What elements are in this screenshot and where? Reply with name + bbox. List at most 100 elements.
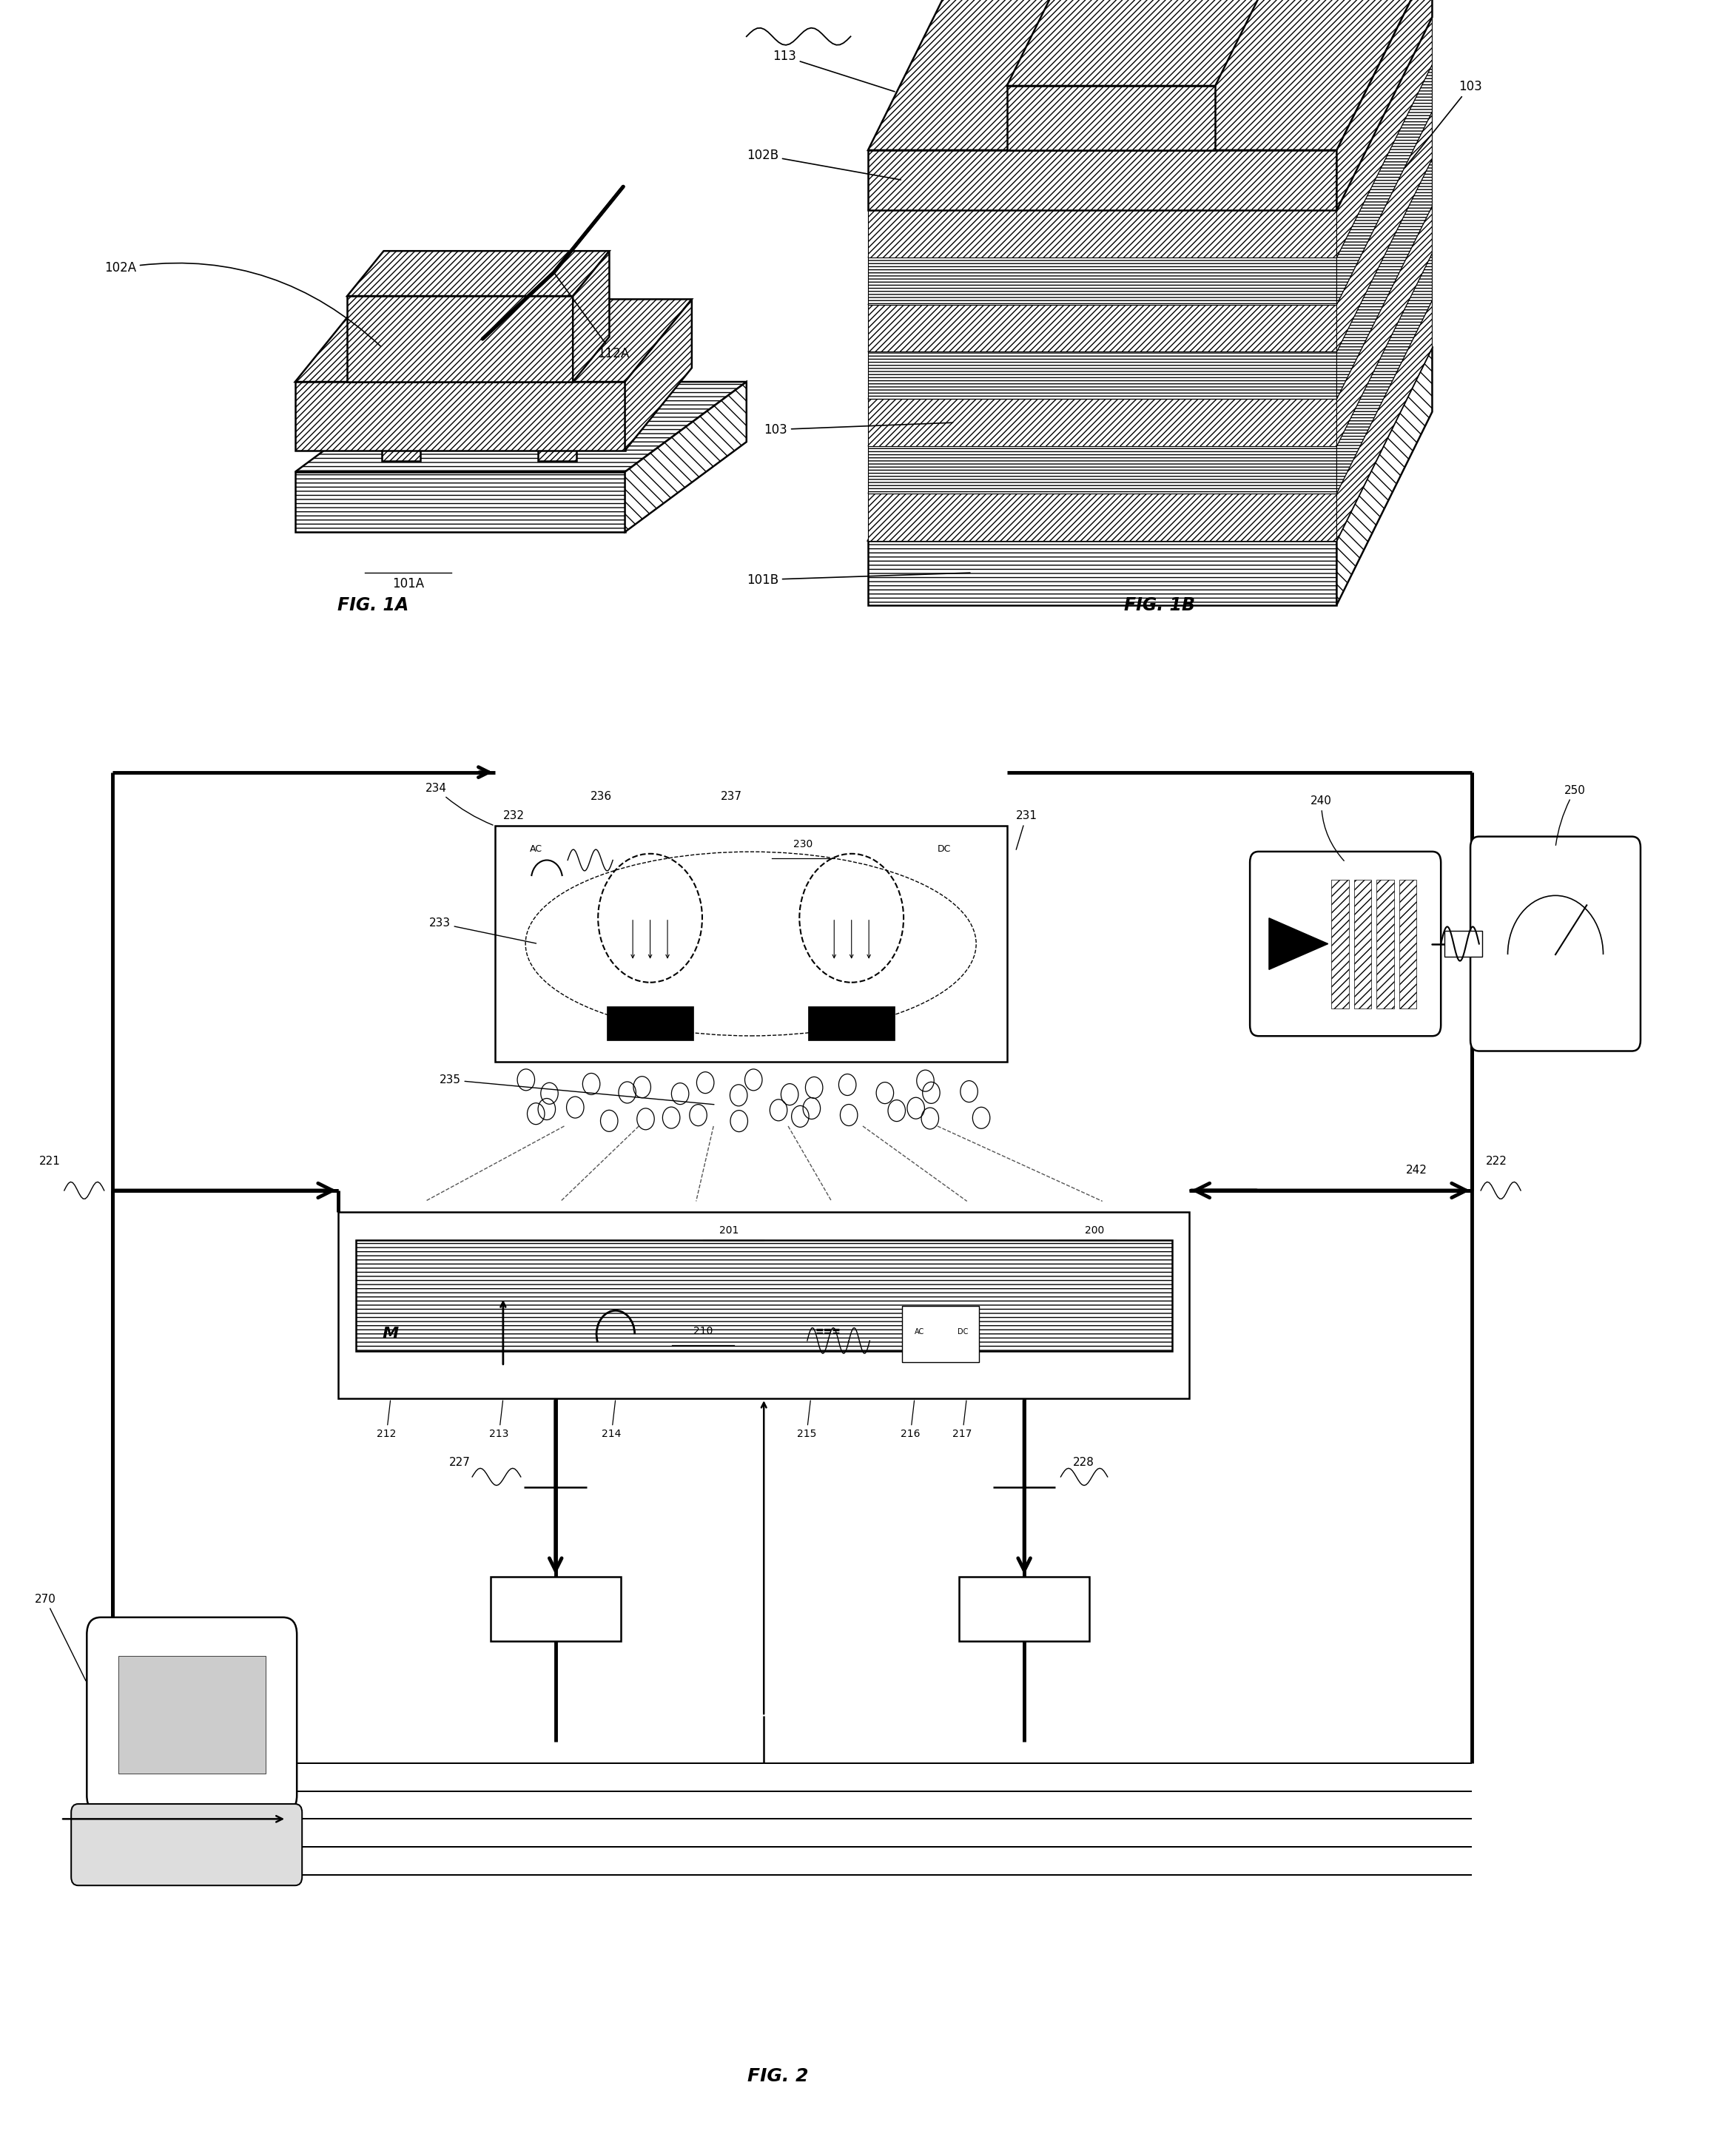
Bar: [356, 1240, 1172, 1351]
Bar: [491, 1577, 621, 1641]
Text: AC: AC: [529, 845, 542, 854]
Bar: [903, 1306, 979, 1362]
Text: 215: 215: [797, 1401, 816, 1439]
Bar: [1377, 879, 1394, 1008]
Bar: [807, 1006, 896, 1040]
FancyBboxPatch shape: [71, 1804, 302, 1885]
Bar: [608, 1006, 693, 1040]
Text: AC: AC: [915, 1328, 925, 1336]
Text: 222: 222: [1486, 1156, 1507, 1167]
Polygon shape: [347, 251, 609, 296]
Text: 230: 230: [793, 839, 812, 849]
Polygon shape: [868, 446, 1337, 493]
Text: 201: 201: [719, 1225, 740, 1236]
Text: ≡≡≡: ≡≡≡: [816, 1326, 840, 1336]
FancyBboxPatch shape: [87, 1617, 297, 1813]
Polygon shape: [868, 399, 1337, 446]
Ellipse shape: [538, 393, 576, 431]
Polygon shape: [347, 296, 573, 382]
Text: 221: 221: [40, 1156, 61, 1167]
Bar: [339, 1212, 1189, 1399]
Polygon shape: [1269, 918, 1328, 970]
Text: M: M: [382, 1328, 399, 1341]
Text: 103: 103: [1404, 79, 1483, 167]
Text: 101B: 101B: [746, 573, 970, 586]
Bar: [118, 1656, 266, 1774]
Polygon shape: [573, 251, 609, 382]
Text: DC: DC: [937, 845, 951, 854]
Ellipse shape: [460, 378, 498, 416]
Text: 112A: 112A: [556, 275, 628, 360]
Bar: [1444, 931, 1483, 957]
Text: 240: 240: [1311, 796, 1344, 860]
Polygon shape: [1007, 0, 1262, 86]
Polygon shape: [1337, 17, 1432, 257]
Text: 227: 227: [450, 1456, 470, 1469]
Text: 236: 236: [590, 792, 611, 802]
Text: 214: 214: [602, 1401, 621, 1439]
Text: 234: 234: [425, 783, 493, 826]
Bar: [958, 1577, 1090, 1641]
Polygon shape: [868, 300, 1432, 493]
FancyBboxPatch shape: [1470, 837, 1641, 1051]
Text: 217: 217: [953, 1401, 972, 1439]
Polygon shape: [1337, 64, 1432, 305]
Polygon shape: [295, 382, 746, 472]
Text: 231: 231: [1016, 811, 1036, 849]
Text: 210: 210: [693, 1326, 713, 1336]
Ellipse shape: [526, 852, 976, 1036]
Polygon shape: [1337, 347, 1432, 605]
Polygon shape: [1337, 112, 1432, 352]
Text: 102B: 102B: [746, 148, 901, 180]
Text: 213: 213: [490, 1401, 509, 1439]
Bar: [1332, 879, 1349, 1008]
Polygon shape: [1337, 159, 1432, 399]
Text: 102A: 102A: [104, 262, 380, 345]
Polygon shape: [1337, 0, 1432, 210]
Polygon shape: [868, 206, 1432, 399]
Polygon shape: [868, 541, 1337, 605]
Text: 233: 233: [429, 918, 536, 944]
Polygon shape: [868, 257, 1337, 305]
Polygon shape: [1007, 86, 1215, 150]
Ellipse shape: [382, 393, 420, 431]
Text: 113: 113: [773, 49, 894, 92]
Polygon shape: [868, 305, 1337, 352]
Polygon shape: [868, 253, 1432, 446]
Polygon shape: [295, 300, 691, 382]
Polygon shape: [295, 382, 625, 450]
Text: 212: 212: [377, 1401, 396, 1439]
Polygon shape: [868, 64, 1432, 257]
Polygon shape: [868, 150, 1337, 210]
Text: 250: 250: [1555, 785, 1585, 845]
Polygon shape: [1337, 300, 1432, 541]
Text: 270: 270: [35, 1594, 85, 1682]
Bar: [460, 414, 498, 446]
Bar: [1354, 879, 1371, 1008]
FancyBboxPatch shape: [1250, 852, 1441, 1036]
Text: 242: 242: [1406, 1165, 1427, 1175]
Polygon shape: [868, 0, 1432, 150]
Polygon shape: [868, 17, 1432, 210]
Polygon shape: [1337, 253, 1432, 493]
Polygon shape: [868, 347, 1432, 541]
Polygon shape: [868, 159, 1432, 352]
Text: 200: 200: [1085, 1225, 1104, 1236]
Polygon shape: [295, 472, 625, 532]
Text: DC: DC: [958, 1328, 969, 1336]
Polygon shape: [868, 210, 1337, 257]
Text: 101A: 101A: [392, 577, 424, 590]
Bar: [1399, 879, 1417, 1008]
Text: 235: 235: [439, 1075, 713, 1105]
Text: 216: 216: [901, 1401, 920, 1439]
Bar: [538, 429, 576, 461]
Polygon shape: [868, 352, 1337, 399]
Polygon shape: [625, 300, 691, 450]
Bar: [495, 826, 1007, 1062]
Text: 232: 232: [503, 811, 524, 822]
Text: 103: 103: [764, 423, 953, 435]
Text: 237: 237: [720, 792, 741, 802]
Polygon shape: [625, 382, 746, 532]
Text: FIG. 1A: FIG. 1A: [337, 596, 410, 613]
Polygon shape: [868, 493, 1337, 541]
